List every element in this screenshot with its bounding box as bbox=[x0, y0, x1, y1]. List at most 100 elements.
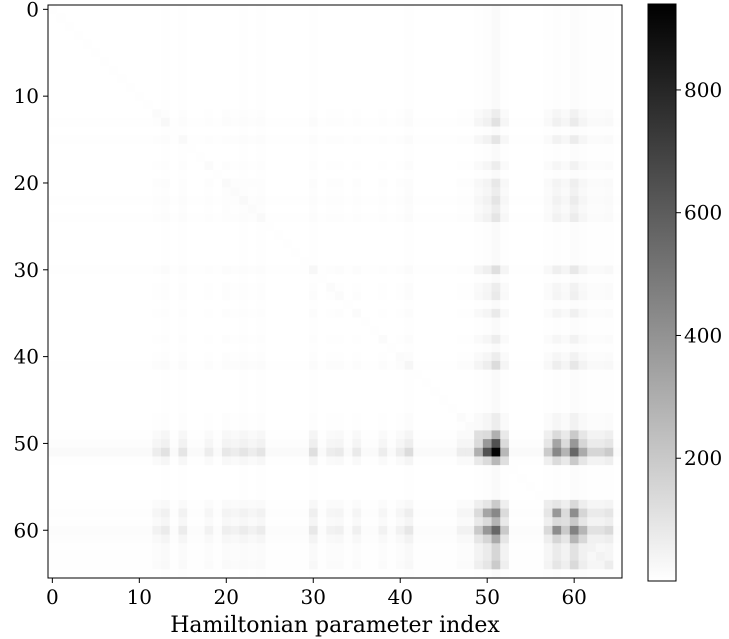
heatmap-cell bbox=[369, 39, 379, 49]
heatmap-cell bbox=[395, 230, 405, 240]
heatmap-cell bbox=[100, 65, 110, 75]
heatmap-cell bbox=[456, 352, 466, 362]
heatmap-cell bbox=[613, 100, 623, 110]
heatmap-cell bbox=[134, 22, 145, 32]
heatmap-cell bbox=[74, 5, 84, 15]
heatmap-cell bbox=[169, 456, 179, 466]
heatmap-cell bbox=[517, 39, 527, 49]
heatmap-cell bbox=[604, 378, 614, 388]
heatmap-cell bbox=[595, 256, 606, 266]
heatmap-cell bbox=[561, 482, 571, 492]
heatmap-cell bbox=[256, 404, 266, 414]
heatmap-cell bbox=[48, 543, 58, 553]
heatmap-cell bbox=[439, 525, 449, 535]
heatmap-cell bbox=[604, 22, 614, 32]
heatmap-cell bbox=[439, 196, 449, 206]
heatmap-cell bbox=[161, 239, 171, 249]
heatmap-cell bbox=[134, 248, 145, 258]
heatmap-cell bbox=[578, 204, 588, 214]
heatmap-cell bbox=[117, 222, 127, 232]
heatmap-cell bbox=[56, 395, 66, 405]
heatmap-cell bbox=[413, 508, 423, 518]
heatmap-cell bbox=[152, 143, 162, 153]
colorbar-tick-label: 200 bbox=[684, 446, 722, 470]
heatmap-cell bbox=[300, 439, 310, 449]
heatmap-cell bbox=[500, 152, 510, 162]
heatmap-cell bbox=[239, 291, 249, 301]
heatmap-cell bbox=[117, 360, 127, 371]
heatmap-cell bbox=[439, 482, 449, 492]
heatmap-cell bbox=[343, 308, 353, 318]
heatmap-cell bbox=[282, 256, 292, 266]
heatmap-cell bbox=[335, 274, 345, 284]
heatmap-cell bbox=[213, 560, 223, 570]
heatmap-cell bbox=[187, 74, 197, 84]
heatmap-cell bbox=[613, 222, 623, 232]
heatmap-cell bbox=[256, 239, 266, 249]
heatmap-cell bbox=[561, 5, 571, 15]
heatmap-cell bbox=[448, 534, 458, 544]
heatmap-cell bbox=[91, 126, 101, 136]
heatmap-cell bbox=[300, 482, 310, 492]
heatmap-cell bbox=[395, 265, 405, 275]
heatmap-cell bbox=[361, 551, 371, 562]
heatmap-cell bbox=[178, 196, 188, 206]
heatmap-cell bbox=[300, 239, 310, 249]
heatmap-cell bbox=[82, 161, 92, 171]
heatmap-cell bbox=[413, 39, 423, 49]
heatmap-cell bbox=[439, 439, 449, 449]
heatmap-cell bbox=[282, 39, 292, 49]
heatmap-cell bbox=[587, 161, 597, 171]
heatmap-cell bbox=[378, 109, 388, 119]
heatmap-cell bbox=[274, 404, 284, 414]
heatmap-cell bbox=[326, 413, 336, 423]
heatmap-cell bbox=[413, 274, 423, 284]
heatmap-cell bbox=[369, 517, 379, 527]
heatmap-cell bbox=[117, 274, 127, 284]
heatmap-cell bbox=[239, 274, 249, 284]
heatmap-cell bbox=[613, 265, 623, 275]
heatmap-cell bbox=[578, 178, 588, 188]
heatmap-cell bbox=[74, 491, 84, 501]
heatmap-cell bbox=[421, 317, 432, 327]
heatmap-cell bbox=[256, 334, 266, 344]
heatmap-cell bbox=[561, 413, 571, 423]
heatmap-cell bbox=[465, 169, 475, 180]
heatmap-cell bbox=[213, 187, 223, 197]
heatmap-cell bbox=[387, 491, 397, 501]
heatmap-cell bbox=[221, 213, 232, 223]
heatmap-cell bbox=[448, 300, 458, 310]
heatmap-cell bbox=[143, 143, 153, 153]
heatmap-cell bbox=[300, 22, 310, 32]
heatmap-cell bbox=[169, 282, 179, 292]
heatmap-cell bbox=[134, 413, 145, 423]
heatmap-cell bbox=[369, 248, 379, 258]
heatmap-cell bbox=[343, 560, 353, 570]
heatmap-cell bbox=[465, 508, 475, 518]
heatmap-cell bbox=[500, 282, 510, 292]
heatmap-cell bbox=[569, 265, 579, 275]
heatmap-cell bbox=[317, 256, 327, 266]
heatmap-cell bbox=[552, 22, 562, 32]
heatmap-cell bbox=[517, 256, 527, 266]
heatmap-cell bbox=[56, 39, 66, 49]
heatmap-cell bbox=[482, 265, 492, 275]
heatmap-cell bbox=[378, 274, 388, 284]
heatmap-cell bbox=[578, 196, 588, 206]
heatmap-cell bbox=[456, 213, 466, 223]
heatmap-cell bbox=[343, 473, 353, 483]
heatmap-cell bbox=[195, 499, 205, 509]
heatmap-cell bbox=[65, 543, 75, 553]
heatmap-cell bbox=[117, 65, 127, 75]
heatmap-cell bbox=[448, 499, 458, 509]
heatmap-cell bbox=[465, 230, 475, 240]
heatmap-cell bbox=[178, 5, 188, 15]
heatmap-cell bbox=[543, 169, 553, 180]
heatmap-cell bbox=[517, 100, 527, 110]
heatmap-cell bbox=[117, 317, 127, 327]
heatmap-cell bbox=[552, 560, 562, 570]
heatmap-cell bbox=[595, 239, 606, 249]
heatmap-cell bbox=[535, 473, 545, 483]
heatmap-cell bbox=[169, 421, 179, 431]
